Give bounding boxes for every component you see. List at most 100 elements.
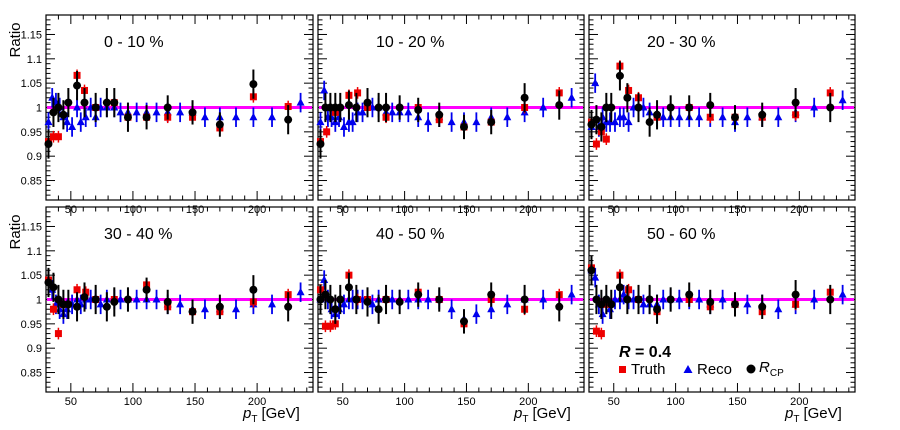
truth-point (49, 133, 57, 141)
rcp-point (102, 302, 111, 311)
rcp-point (249, 285, 258, 294)
rcp-point (634, 295, 643, 304)
y-tick-label: 0.9 (27, 151, 42, 163)
rcp-point (344, 283, 353, 292)
x-tick-label: 200 (248, 396, 266, 408)
reco-point (447, 304, 456, 313)
legend-title: R = 0.4 (619, 344, 671, 361)
reco-point (810, 295, 819, 303)
rcp-point (555, 302, 564, 311)
reco-point (388, 295, 397, 303)
rcp-point (73, 81, 82, 90)
rcp-point (163, 103, 172, 112)
reco-point (539, 103, 548, 111)
rcp-point (487, 290, 496, 299)
reco-point (176, 107, 185, 116)
x-tick-label: 150 (728, 396, 746, 408)
reco-point (200, 112, 209, 121)
truth-point (625, 86, 633, 94)
reco-point (659, 295, 668, 303)
reco-point (268, 112, 277, 121)
rcp-point (653, 110, 662, 119)
rcp-point (607, 103, 616, 112)
rcp-point (80, 293, 89, 302)
truth-point (323, 128, 331, 136)
y-tick-label: 1.05 (21, 78, 42, 90)
panel-4: 0.85 0.9 0.95 1 1.05 1.1 1.15 50 100 150 200 30 - 4… (21, 206, 314, 408)
reco-point (116, 107, 125, 116)
reco-point (48, 93, 57, 101)
reco-point (368, 299, 377, 308)
reco-point (296, 98, 305, 106)
rcp-point (730, 300, 739, 309)
rcp-point (54, 295, 63, 304)
rcp-point (142, 113, 151, 122)
x-tick-label: 200 (519, 396, 537, 408)
axes-labels: Ratio Ratio (7, 22, 24, 249)
rcp-point (592, 115, 601, 124)
rcp-point (414, 290, 423, 299)
rcp-point (374, 103, 383, 112)
rcp-point (685, 103, 694, 112)
rcp-point (59, 110, 68, 119)
rcp-point (123, 295, 132, 304)
reco-point (73, 103, 82, 111)
truth-point (592, 140, 600, 148)
reco-point (567, 93, 576, 101)
rcp-point (91, 103, 100, 112)
legend-rcp-label: RCP (759, 359, 784, 379)
rcp-point (336, 295, 345, 304)
rcp-point (459, 317, 468, 326)
rcp-point (706, 101, 715, 110)
rcp-point (520, 93, 529, 102)
reco-point (320, 85, 329, 94)
x-tick-label: 100 (395, 396, 413, 408)
rcp-point (363, 98, 372, 107)
panel-5: 50 100 150 200 40 - 50 % (316, 206, 585, 408)
rcp-point (142, 285, 151, 294)
reco-point (348, 117, 357, 126)
rcp-point (123, 113, 132, 122)
legend-reco-marker (683, 365, 693, 373)
y-tick-label: 1.05 (21, 270, 42, 282)
reco-point (44, 117, 53, 126)
reco-point (718, 112, 727, 121)
reco-point (68, 122, 77, 130)
rcp-point (395, 103, 404, 112)
y-tick-label: 1.1 (27, 54, 42, 66)
reco-point (339, 122, 348, 130)
reco-point (447, 117, 456, 126)
rcp-point (91, 295, 100, 304)
rcp-point (597, 300, 606, 309)
reco-point (774, 304, 783, 313)
x-tick-label: 50 (337, 396, 349, 408)
rcp-point (382, 295, 391, 304)
reco-point (743, 299, 752, 308)
panel-label: 50 - 60 % (647, 226, 715, 243)
x-axis-title-2: pT [GeV] (513, 405, 571, 425)
truth-point (54, 330, 62, 338)
reco-point (232, 112, 241, 121)
reco-point (404, 107, 413, 116)
rcp-point (336, 103, 345, 112)
rcp-point (374, 305, 383, 314)
reco-point (743, 112, 752, 121)
x-tick-label: 200 (790, 396, 808, 408)
x-tick-label: 150 (186, 396, 204, 408)
rcp-point (666, 295, 675, 304)
reco-point (610, 117, 619, 126)
rcp-point (73, 302, 82, 311)
y-tick-label: 0.9 (27, 343, 42, 355)
x-tick-label: 100 (124, 396, 142, 408)
rcp-point (666, 103, 675, 112)
legend-truth-label: Truth (631, 361, 665, 378)
reco-point (695, 295, 704, 303)
rcp-point (645, 295, 654, 304)
rcp-point (44, 140, 53, 149)
reco-point (132, 295, 141, 303)
panel-label: 30 - 40 % (104, 226, 172, 243)
rcp-point (607, 300, 616, 309)
rcp-point (791, 98, 800, 107)
